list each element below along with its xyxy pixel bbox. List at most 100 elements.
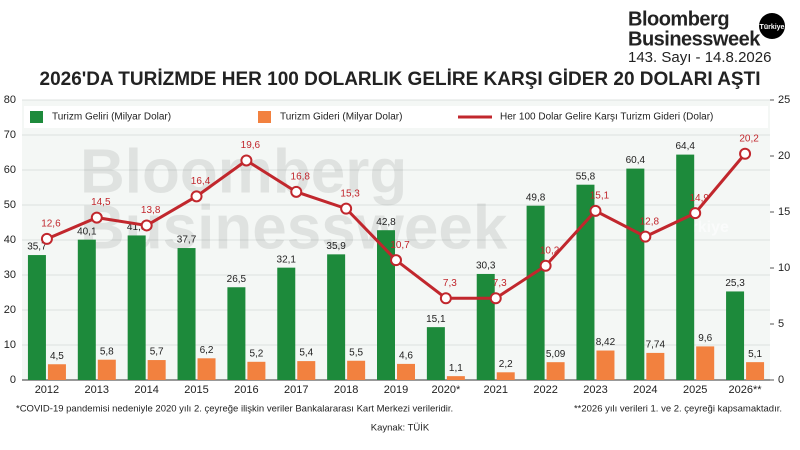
y-tick-label: 10 [4, 339, 16, 351]
line-point [40, 232, 53, 245]
y-tick-label: 40 [4, 234, 16, 246]
value-label: 16,8 [291, 171, 311, 182]
line-point [190, 190, 203, 203]
line-point [689, 207, 702, 220]
bar [77, 239, 96, 380]
value-label: 15,1 [426, 314, 446, 325]
value-label: 14,5 [91, 197, 111, 208]
bar [247, 361, 266, 380]
value-label: 5,8 [100, 346, 114, 357]
value-label: 10,7 [390, 240, 410, 251]
y-tick-label: 70 [4, 129, 16, 141]
value-label: 37,7 [177, 235, 197, 246]
y2-tick-label: 10 [778, 262, 790, 274]
bar [197, 358, 216, 380]
line-point [340, 202, 353, 215]
legend-swatch [258, 111, 271, 123]
x-tick-label: 2023 [583, 384, 607, 396]
bar [546, 362, 565, 380]
x-tick-label: 2021 [483, 384, 507, 396]
value-label: 8,42 [596, 337, 616, 348]
value-label: 60,4 [626, 155, 646, 166]
value-label: 4,6 [399, 351, 413, 362]
line-point [589, 204, 602, 217]
line-point [240, 154, 253, 167]
bar [426, 327, 445, 380]
line-point [90, 211, 103, 224]
value-label: 12,6 [41, 219, 61, 230]
bar [27, 255, 46, 380]
bar [177, 248, 196, 380]
value-label: 13,8 [141, 205, 161, 216]
value-label: 19,6 [241, 140, 261, 151]
legend-swatch [30, 111, 43, 123]
bar [97, 359, 116, 380]
x-tick-label: 2024 [633, 384, 657, 396]
line-point [489, 292, 502, 305]
x-tick-label: 2025 [683, 384, 707, 396]
bar [726, 291, 745, 380]
line-point [290, 185, 303, 198]
bar [526, 205, 545, 380]
line-point [539, 259, 552, 272]
value-label: 55,8 [576, 171, 596, 182]
y2-tick-label: 25 [778, 94, 790, 106]
x-tick-label: 2013 [85, 384, 109, 396]
chart-title: 2026'DA TURİZMDE HER 100 DOLARLIK GELİRE… [40, 69, 761, 90]
y-tick-label: 20 [4, 304, 16, 316]
line-point [739, 147, 752, 160]
y2-tick-label: 5 [778, 318, 784, 330]
y2-tick-label: 20 [778, 150, 790, 162]
bar [696, 346, 715, 380]
bar [47, 364, 66, 380]
bar [277, 267, 296, 380]
legend-label: Her 100 Dolar Gelire Karşı Turizm Gideri… [500, 112, 713, 123]
footnote: *COVID-19 pandemisi nedeniyle 2020 yılı … [16, 404, 453, 415]
value-label: 49,8 [526, 192, 546, 203]
legend-label: Turizm Geliri (Milyar Dolar) [52, 112, 171, 123]
bar [746, 362, 765, 380]
bar [127, 235, 146, 380]
x-tick-label: 2020* [431, 384, 460, 396]
value-label: 5,7 [150, 347, 164, 358]
value-label: 40,1 [77, 226, 97, 237]
x-tick-label: 2016 [234, 384, 258, 396]
bar [626, 168, 645, 380]
value-label: 20,2 [739, 133, 759, 144]
bar [446, 376, 465, 380]
source: Kaynak: TÜİK [371, 423, 430, 434]
value-label: 1,1 [449, 363, 463, 374]
value-label: 7,74 [646, 340, 666, 351]
legend-box [24, 106, 768, 128]
brand-line: Businessweek [628, 28, 761, 50]
bar [576, 184, 595, 380]
value-label: 16,4 [191, 176, 211, 187]
x-tick-label: 2015 [184, 384, 208, 396]
line-point [140, 219, 153, 232]
y-tick-label: 50 [4, 199, 16, 211]
brand-line: Bloomberg [628, 8, 729, 30]
value-label: 15,1 [590, 191, 610, 202]
bar [227, 287, 246, 380]
y-tick-label: 80 [4, 94, 16, 106]
value-label: 64,4 [675, 141, 695, 152]
value-label: 10,2 [540, 245, 560, 256]
y-tick-label: 60 [4, 164, 16, 176]
value-label: 5,09 [546, 349, 566, 360]
value-label: 15,3 [340, 188, 360, 199]
value-label: 5,2 [249, 348, 263, 359]
y-tick-label: 30 [4, 269, 16, 281]
bar [596, 350, 615, 380]
x-tick-label: 2026** [729, 384, 763, 396]
value-label: 5,1 [748, 349, 762, 360]
value-label: 2,2 [499, 359, 513, 370]
bar [327, 254, 346, 380]
value-label: 12,8 [640, 216, 660, 227]
bar [397, 363, 415, 380]
value-label: 7,3 [443, 278, 457, 289]
value-label: 35,7 [27, 242, 47, 253]
line-point [639, 230, 652, 243]
value-label: 26,5 [227, 274, 247, 285]
bar [476, 273, 495, 380]
y2-tick-label: 15 [778, 206, 790, 218]
